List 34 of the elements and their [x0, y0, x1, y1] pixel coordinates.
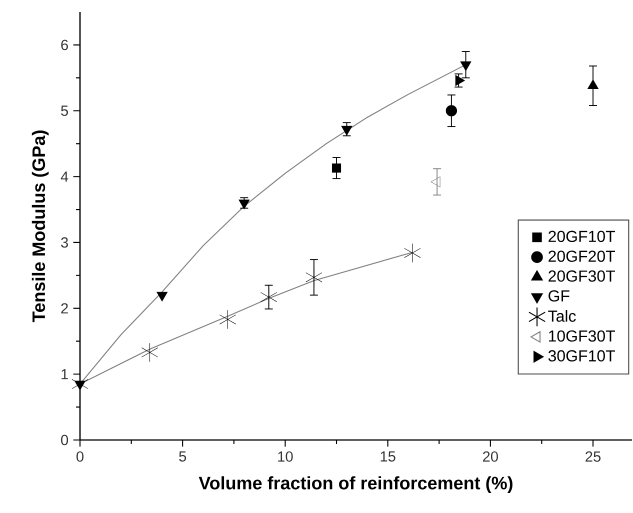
point — [341, 126, 352, 136]
point — [446, 105, 458, 116]
point — [332, 164, 342, 173]
legend-label: 20GF20T — [548, 250, 615, 262]
legend-label: Talc — [548, 310, 576, 322]
y-tick-label: 1 — [62, 369, 68, 380]
x-tick-label: 20 — [482, 451, 498, 462]
point — [219, 310, 236, 330]
x-tick-label: 0 — [76, 451, 84, 462]
point — [238, 200, 250, 210]
point — [306, 268, 322, 287]
legend-label: 20GF10T — [548, 230, 615, 242]
y-tick-label: 4 — [60, 172, 68, 182]
legend-label: GF — [548, 290, 570, 302]
y-tick-label: 2 — [61, 303, 68, 314]
x-axis-title: Volume fraction of reinforcement (%) — [198, 476, 512, 494]
y-axis-title: Tensile Modulus (GPa) — [32, 130, 49, 322]
point — [141, 342, 158, 362]
legend-label: 10GF30T — [548, 330, 615, 342]
y-tick-label: 0 — [61, 434, 68, 446]
y-tick-label: 6 — [61, 40, 68, 50]
point — [460, 61, 472, 71]
y-tick-label: 5 — [61, 106, 68, 116]
point — [156, 292, 168, 302]
x-tick-label: 25 — [586, 451, 601, 462]
point — [260, 288, 278, 307]
point — [455, 75, 465, 86]
legend-label: 20GF30T — [548, 270, 615, 282]
x-tick-label: 15 — [380, 451, 396, 462]
y-tick-label: 3 — [61, 237, 68, 248]
x-tick-label: 5 — [179, 451, 186, 462]
point — [404, 243, 421, 263]
x-tick-label: 10 — [278, 451, 293, 462]
legend-label: 30GF10T — [548, 350, 615, 362]
